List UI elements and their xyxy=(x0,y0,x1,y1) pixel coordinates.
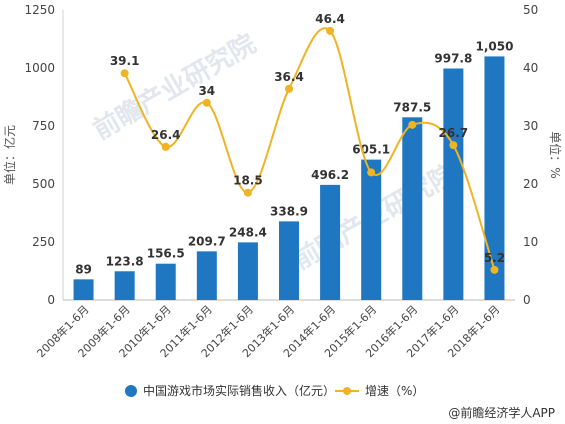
bar-value-label: 248.4 xyxy=(229,225,267,239)
bar-value-label: 156.5 xyxy=(147,247,185,261)
growth-value-label: 26.7 xyxy=(439,126,469,140)
growth-value-label: 34 xyxy=(198,84,215,98)
growth-point xyxy=(490,265,499,274)
bar xyxy=(114,271,135,300)
bar xyxy=(320,184,341,300)
bar xyxy=(443,68,464,300)
legend-line-dot xyxy=(343,387,351,395)
growth-point xyxy=(243,188,252,197)
right-axis-tick-label: 20 xyxy=(523,177,538,191)
right-axis-tick-label: 40 xyxy=(523,61,538,75)
left-axis-tick-label: 750 xyxy=(32,119,55,133)
bar xyxy=(361,159,382,300)
growth-point xyxy=(285,84,293,93)
bar xyxy=(196,251,217,300)
bar xyxy=(279,221,299,300)
left-axis-tick-label: 500 xyxy=(32,177,55,191)
bar-value-label: 338.9 xyxy=(270,204,308,218)
bar-value-label: 209.7 xyxy=(188,234,226,248)
bar-value-label: 605.1 xyxy=(352,143,390,157)
growth-point xyxy=(326,26,335,35)
bar-value-label: 1,050 xyxy=(475,39,513,53)
growth-value-label: 18.5 xyxy=(233,174,263,188)
growth-value-label: 26.4 xyxy=(151,128,181,142)
growth-point xyxy=(408,120,417,129)
growth-point xyxy=(449,141,458,150)
legend-bar-label: 中国游戏市场实际销售收入（亿元） xyxy=(143,383,335,398)
right-axis-tick-label: 10 xyxy=(523,235,538,249)
growth-value-label: 5.2 xyxy=(484,251,505,265)
growth-value-label: 46.4 xyxy=(315,12,345,26)
right-axis-tick-label: 30 xyxy=(523,119,538,133)
growth-point xyxy=(120,69,129,78)
right-axis-tick-label: 0 xyxy=(523,293,531,307)
bar-value-label: 123.8 xyxy=(106,254,144,268)
legend: 中国游戏市场实际销售收入（亿元） 增速（%） xyxy=(125,383,424,398)
legend-bar-marker xyxy=(125,385,137,397)
left-axis-tick-label: 1250 xyxy=(24,3,55,17)
left-axis-title: 单位：亿元 xyxy=(2,125,17,185)
bar xyxy=(237,242,258,300)
left-axis-tick-label: 1000 xyxy=(24,61,55,75)
legend-line-label: 增速（%） xyxy=(365,384,424,398)
right-axis-ticks: 0 10 20 30 40 50 xyxy=(523,3,538,307)
growth-point xyxy=(367,168,376,177)
bar xyxy=(155,263,176,300)
bar-value-label: 997.8 xyxy=(434,52,472,66)
source-text: @前瞻经济学人APP xyxy=(448,405,555,420)
growth-point xyxy=(202,98,211,107)
bar xyxy=(402,117,423,300)
growth-line-series: 39.1 26.4 34 18.5 36.4 46.4 26.7 5.2 xyxy=(110,12,505,274)
x-axis-ticks: 2008年1-6月2009年1-6月2010年1-6月2011年1-6月2012… xyxy=(34,302,503,360)
left-axis-tick-label: 0 xyxy=(47,293,55,307)
right-axis-title: 单位：% xyxy=(548,131,563,178)
bar-value-label: 787.5 xyxy=(393,100,431,114)
growth-point xyxy=(161,142,170,151)
right-axis-tick-label: 50 xyxy=(523,3,538,17)
bar xyxy=(484,56,505,301)
left-axis-ticks: 0 250 500 750 1000 1250 xyxy=(24,3,55,307)
bar-value-label: 89 xyxy=(75,262,92,276)
growth-value-label: 39.1 xyxy=(110,54,140,68)
bar xyxy=(73,279,94,300)
growth-line xyxy=(123,27,496,271)
bar-value-label: 496.2 xyxy=(311,168,349,182)
left-axis-tick-label: 250 xyxy=(32,235,55,249)
growth-value-label: 36.4 xyxy=(274,70,304,84)
